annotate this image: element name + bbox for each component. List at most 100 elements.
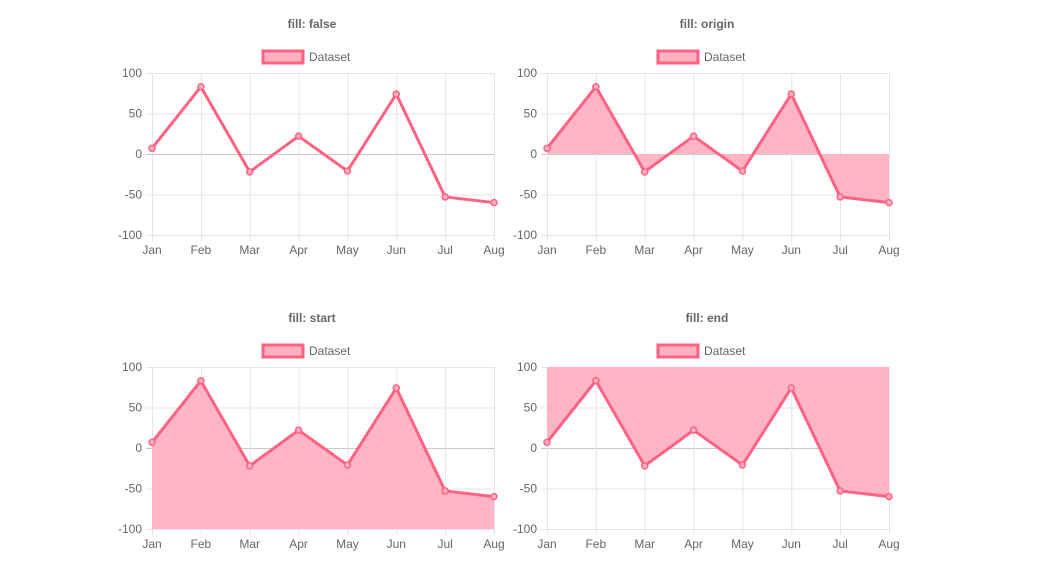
data-point-mar[interactable] [245,168,254,176]
x-tick-label: Feb [191,243,212,257]
x-tick-label: Aug [878,243,899,257]
data-point-feb[interactable] [592,83,600,91]
x-tick-label: May [336,243,359,257]
series-fill-area [152,380,494,529]
chart-title: fill: origin [680,17,735,31]
data-point-jul[interactable] [836,487,844,495]
y-tick-label: 0 [135,441,142,455]
legend[interactable]: Dataset [656,49,746,65]
x-tick-label: Mar [634,537,655,551]
x-axis-labels: Jan Feb Mar Apr May Jun Jul Aug [537,537,899,551]
data-point-jun[interactable] [392,384,401,392]
x-tick-label: Jan [537,537,556,551]
legend-swatch [261,49,305,65]
series-line [150,379,495,499]
x-tick-label: Jul [437,243,452,257]
data-point-aug[interactable] [885,198,893,207]
y-tick-label: -50 [520,482,538,496]
x-tick-label: May [731,537,754,551]
chart-title: fill: end [686,311,729,325]
y-tick-label: -50 [520,188,538,202]
data-point-mar[interactable] [640,168,649,176]
legend-label: Dataset [309,50,351,64]
y-tick-label: -100 [513,522,537,536]
y-tick-label: 100 [517,360,537,374]
legend-swatch [261,343,305,359]
data-point-jun[interactable] [787,384,796,392]
x-tick-label: Mar [239,243,260,257]
data-point-jan[interactable] [148,144,156,153]
y-tick-label: 50 [129,401,143,415]
data-point-apr[interactable] [294,426,303,434]
x-tick-label: Aug [878,537,899,551]
x-tick-label: Jan [142,243,161,257]
data-point-jul[interactable] [441,487,449,495]
data-point-jul[interactable] [441,193,449,201]
series-fill-area [547,367,889,497]
y-tick-label: -100 [513,228,537,242]
data-point-jan[interactable] [543,438,551,447]
data-point-mar[interactable] [640,462,649,470]
x-tick-label: Jun [782,537,801,551]
data-point-mar[interactable] [245,462,254,470]
legend-swatch [656,49,700,65]
y-tick-label: 100 [517,66,537,80]
series-line [150,85,495,205]
x-tick-label: Jan [537,243,556,257]
legend-label: Dataset [704,50,746,64]
data-point-may[interactable] [343,167,352,175]
data-point-jan[interactable] [543,144,551,153]
legend-label: Dataset [309,344,351,358]
data-point-may[interactable] [343,461,352,469]
x-tick-label: Jul [832,537,847,551]
legend[interactable]: Dataset [261,343,351,359]
data-point-feb[interactable] [197,377,205,385]
data-point-apr[interactable] [689,426,698,434]
x-tick-label: Jun [782,243,801,257]
y-tick-label: 50 [129,107,143,121]
data-point-aug[interactable] [490,198,498,207]
data-point-aug[interactable] [490,492,498,501]
x-axis-labels: Jan Feb Mar Apr May Jun Jul Aug [142,243,504,257]
y-tick-label: -100 [118,522,142,536]
data-point-apr[interactable] [689,132,698,140]
y-tick-label: 50 [524,107,538,121]
data-point-feb[interactable] [592,377,600,385]
x-tick-label: Jun [387,537,406,551]
series-line [545,85,890,205]
x-tick-label: Mar [239,537,260,551]
x-tick-label: Jul [832,243,847,257]
x-tick-label: Aug [483,537,504,551]
legend[interactable]: Dataset [656,343,746,359]
data-point-may[interactable] [738,167,747,175]
x-tick-label: Apr [289,243,308,257]
y-tick-label: -100 [118,228,142,242]
data-point-jun[interactable] [392,90,401,98]
y-tick-label: -50 [125,188,143,202]
x-tick-label: Apr [289,537,308,551]
y-tick-label: 0 [530,147,537,161]
data-point-jan[interactable] [148,438,156,447]
chart-title: fill: false [288,17,337,31]
x-tick-label: Mar [634,243,655,257]
data-point-may[interactable] [738,461,747,469]
series-line [545,379,890,499]
data-point-aug[interactable] [885,492,893,501]
x-tick-label: Jan [142,537,161,551]
x-tick-label: Feb [586,243,607,257]
x-tick-label: May [336,537,359,551]
x-tick-label: May [731,243,754,257]
x-tick-label: Apr [684,243,703,257]
data-point-feb[interactable] [197,83,205,91]
data-point-jul[interactable] [836,193,844,201]
y-axis-labels: 100 50 0 -50 -100 [513,66,537,242]
legend-swatch [656,343,700,359]
data-point-jun[interactable] [787,90,796,98]
data-point-apr[interactable] [294,132,303,140]
legend[interactable]: Dataset [261,49,351,65]
